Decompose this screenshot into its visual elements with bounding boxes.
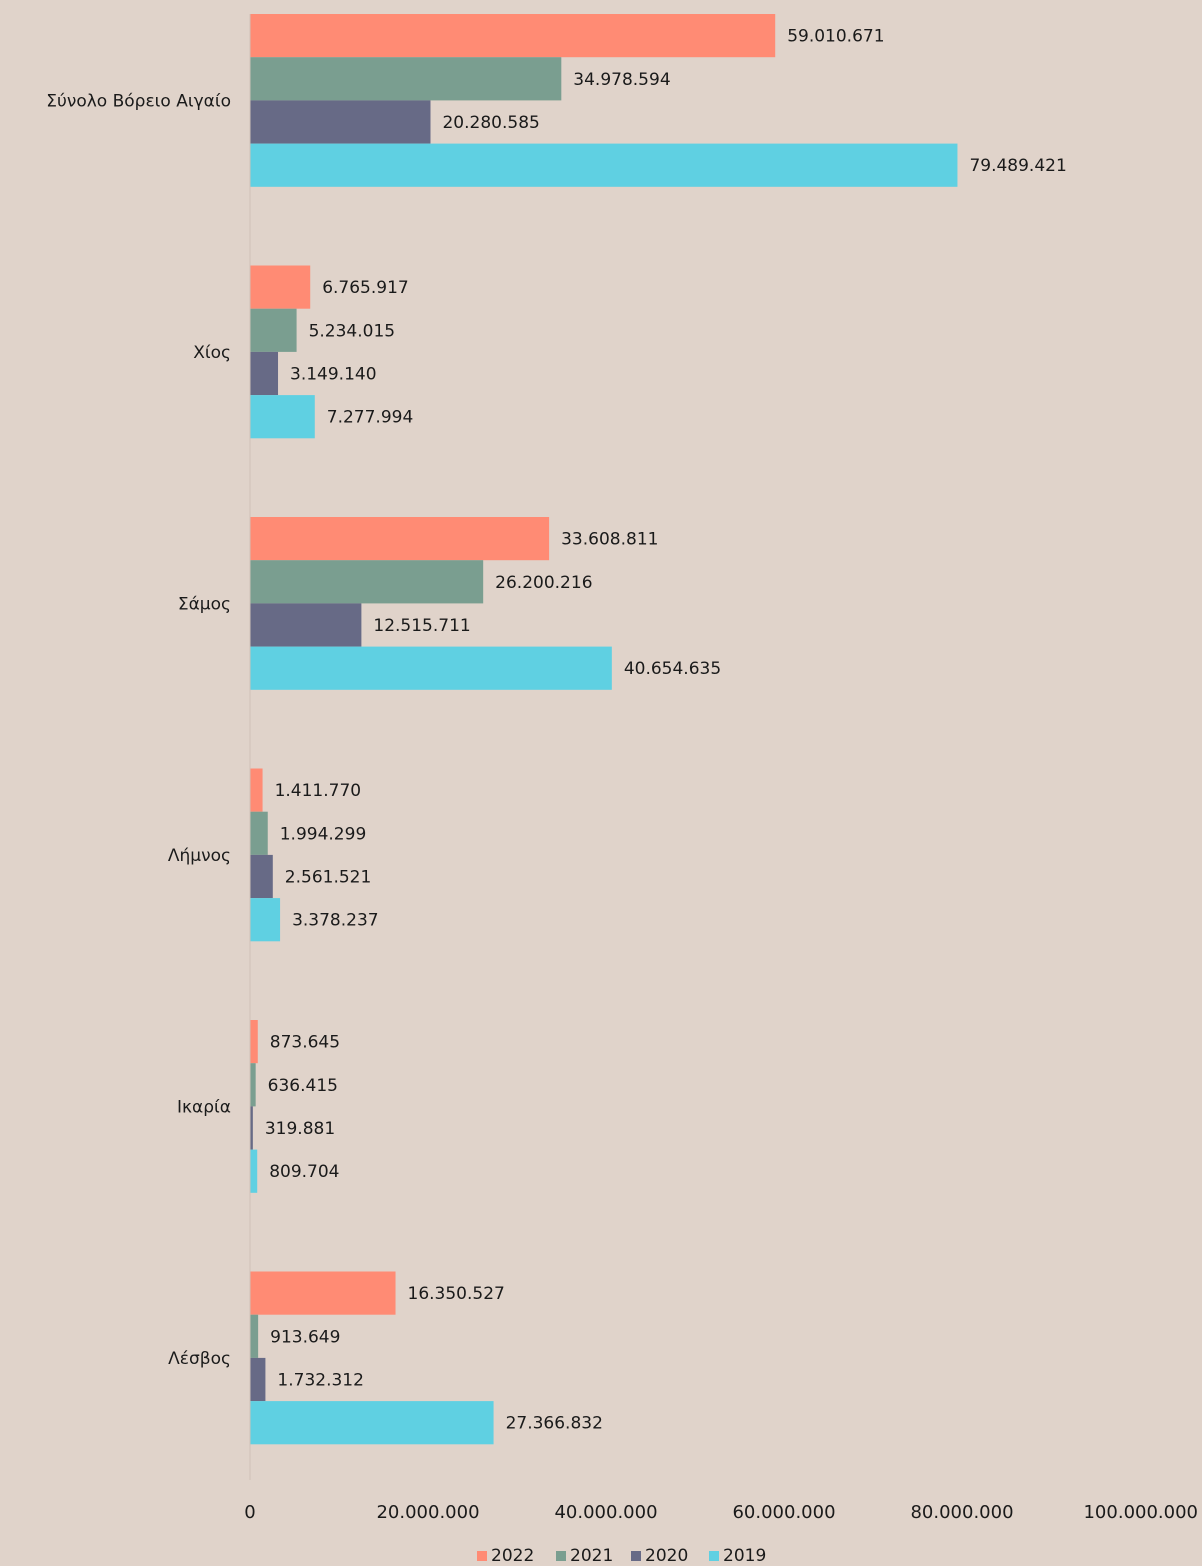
bar-2020 xyxy=(250,1106,253,1150)
x-axis: 0 20.000.000 40.000.000 60.000.000 80.000.00… xyxy=(244,14,1198,1523)
data-label: 913.649 xyxy=(270,1327,340,1347)
data-label: 7.277.994 xyxy=(327,408,414,428)
bar-2021 xyxy=(250,811,268,855)
data-labels-layer: 59.010.671 34.978.594 20.280.585 79.489.421… xyxy=(265,27,1067,1434)
bar-2020 xyxy=(250,854,273,899)
legend-label: 2022 xyxy=(491,1546,534,1566)
legend-swatch xyxy=(556,1551,566,1561)
bar-2019 xyxy=(250,1149,258,1193)
bar-2021 xyxy=(250,57,562,101)
data-label: 5.234.015 xyxy=(309,321,396,341)
data-label: 27.366.832 xyxy=(506,1414,603,1434)
bar-2019 xyxy=(250,646,612,690)
category-label: Λέσβος xyxy=(168,1349,231,1369)
legend-item-2019: 2019 xyxy=(709,1546,766,1566)
data-label: 3.149.140 xyxy=(290,365,377,385)
legend-swatch xyxy=(631,1551,641,1561)
bar-2021 xyxy=(250,1063,256,1107)
legend: 2022 2021 2020 2019 xyxy=(477,1546,766,1566)
x-tick-label: 40.000.000 xyxy=(554,1502,657,1523)
data-label: 873.645 xyxy=(270,1033,340,1053)
bar-2021 xyxy=(250,560,484,604)
data-label: 2.561.521 xyxy=(285,868,372,888)
legend-label: 2021 xyxy=(570,1546,613,1566)
bar-2020 xyxy=(250,351,279,396)
data-label: 809.704 xyxy=(269,1162,339,1182)
bar-2021 xyxy=(250,308,297,352)
legend-label: 2019 xyxy=(723,1546,766,1566)
bar-2020 xyxy=(250,603,362,647)
bar-2019 xyxy=(250,143,958,187)
bar-2019 xyxy=(250,1401,494,1445)
data-label: 20.280.585 xyxy=(442,113,539,133)
x-tick-label: 0 xyxy=(244,1502,255,1523)
data-label: 1.411.770 xyxy=(275,781,362,801)
category-labels-layer: Σύνολο Βόρειο Αιγαίο Χίος Σάμος Λήμνος Ικαρί… xyxy=(46,91,231,1369)
data-label: 34.978.594 xyxy=(573,70,670,90)
x-tick-label: 80.000.000 xyxy=(910,1502,1013,1523)
bar-2020 xyxy=(250,1357,266,1402)
category-label: Σύνολο Βόρειο Αιγαίο xyxy=(46,91,231,111)
bar-2022 xyxy=(250,14,776,58)
bar-2022 xyxy=(250,265,311,309)
x-tick-label: 100.000.000 xyxy=(1083,1502,1198,1523)
category-label: Χίος xyxy=(193,343,231,363)
legend-item-2022: 2022 xyxy=(477,1546,534,1566)
data-label: 33.608.811 xyxy=(561,530,658,550)
data-label: 6.765.917 xyxy=(322,278,409,298)
data-label: 26.200.216 xyxy=(495,573,592,593)
data-label: 12.515.711 xyxy=(373,616,470,636)
category-label: Ικαρία xyxy=(177,1097,231,1117)
data-label: 16.350.527 xyxy=(408,1284,505,1304)
data-label: 3.378.237 xyxy=(292,911,379,931)
data-label: 636.415 xyxy=(268,1076,338,1096)
bar-2019 xyxy=(250,395,315,439)
legend-label: 2020 xyxy=(645,1546,688,1566)
bars-layer xyxy=(250,14,958,1445)
data-label: 59.010.671 xyxy=(787,27,884,47)
data-label: 40.654.635 xyxy=(624,659,721,679)
data-label: 319.881 xyxy=(265,1119,335,1139)
category-label: Λήμνος xyxy=(168,846,231,866)
bar-2022 xyxy=(250,768,263,812)
bar-2020 xyxy=(250,100,431,144)
x-tick-label: 20.000.000 xyxy=(376,1502,479,1523)
legend-item-2020: 2020 xyxy=(631,1546,688,1566)
legend-swatch xyxy=(477,1551,487,1561)
bar-2022 xyxy=(250,517,550,561)
x-tick-label: 60.000.000 xyxy=(732,1502,835,1523)
data-label: 1.994.299 xyxy=(280,824,367,844)
legend-item-2021: 2021 xyxy=(556,1546,613,1566)
data-label: 79.489.421 xyxy=(969,156,1066,176)
bar-2021 xyxy=(250,1314,259,1358)
data-label: 1.732.312 xyxy=(277,1371,364,1391)
bar-2019 xyxy=(250,898,281,942)
category-label: Σάμος xyxy=(178,594,231,614)
bar-2022 xyxy=(250,1020,258,1064)
bar-2022 xyxy=(250,1271,396,1315)
legend-swatch xyxy=(709,1551,719,1561)
